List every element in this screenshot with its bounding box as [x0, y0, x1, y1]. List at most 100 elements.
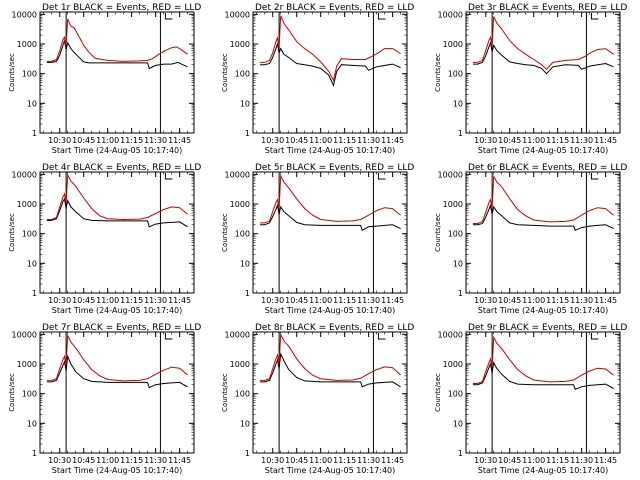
y-tick-label: 10	[453, 259, 463, 268]
state-indicator-icon	[164, 173, 173, 180]
panel-5: Det 5r BLACK = Events, RED = LLD 1 10 100 10…	[221, 163, 414, 315]
x-tick-label: 11:30	[570, 456, 593, 465]
x-tick-label: 11:45	[168, 456, 191, 465]
x-axis-label: Start Time (24-Aug-05 10:17:40)	[265, 146, 396, 155]
y-tick-label: 1000	[230, 40, 250, 49]
x-tick-label: 11:00	[522, 296, 545, 305]
y-tick-label: 1	[245, 129, 250, 138]
events-series-line	[46, 40, 188, 70]
x-tick-label: 10:30	[474, 456, 497, 465]
x-axis-label: Start Time (24-Aug-05 10:17:40)	[265, 306, 396, 315]
events-series-line	[259, 42, 401, 88]
x-tick-label: 10:45	[498, 136, 521, 145]
x-tick-label: 11:30	[570, 136, 593, 145]
x-tick-label: 10:30	[261, 296, 284, 305]
y-tick-label: 1000	[443, 360, 463, 369]
x-tick-label: 11:45	[381, 296, 404, 305]
y-axis-label: Counts/sec	[434, 213, 442, 252]
panel-title: Det 3r BLACK = Events, RED = LLD	[468, 3, 627, 13]
plot-frame	[252, 331, 408, 454]
panel-4: Det 4r BLACK = Events, RED = LLD 1 10 100 10…	[8, 163, 201, 315]
panel-title: Det 4r BLACK = Events, RED = LLD	[42, 163, 201, 173]
y-tick-label: 10000	[225, 170, 250, 179]
x-tick-label: 11:15	[120, 456, 143, 465]
y-tick-label: 10	[453, 99, 463, 108]
y-axis-label: Counts/sec	[221, 53, 229, 92]
x-tick-label: 11:00	[96, 296, 119, 305]
x-tick-label: 10:45	[285, 456, 308, 465]
y-axis-label: Counts/sec	[434, 53, 442, 92]
panel-title: Det 6r BLACK = Events, RED = LLD	[468, 163, 627, 173]
x-tick-label: 11:15	[546, 456, 569, 465]
y-tick-label: 100	[22, 230, 37, 239]
lld-series-line	[259, 173, 401, 224]
panel-title: Det 5r BLACK = Events, RED = LLD	[255, 163, 414, 173]
y-tick-label: 1	[245, 449, 250, 458]
x-tick-label: 11:30	[144, 296, 167, 305]
y-tick-label: 100	[448, 390, 463, 399]
panel-7: Det 7r BLACK = Events, RED = LLD 1 10 100 10…	[8, 323, 201, 475]
x-tick-label: 11:45	[594, 296, 617, 305]
state-indicator-icon	[164, 333, 173, 340]
x-tick-label: 11:45	[168, 136, 191, 145]
plot-frame	[465, 11, 621, 134]
lld-series-line	[472, 174, 614, 224]
y-tick-label: 10	[27, 259, 37, 268]
x-tick-label: 10:30	[48, 296, 71, 305]
lld-series-line	[259, 334, 401, 381]
y-tick-label: 1	[458, 289, 463, 298]
panel-3: Det 3r BLACK = Events, RED = LLD 1 10 100 10…	[434, 3, 627, 155]
y-axis-label: Counts/sec	[221, 373, 229, 412]
y-axis-label: Counts/sec	[8, 53, 16, 92]
y-tick-label: 10	[240, 419, 250, 428]
panel-title: Det 9r BLACK = Events, RED = LLD	[468, 323, 627, 333]
x-tick-label: 10:45	[72, 136, 95, 145]
state-indicator-icon	[377, 13, 386, 20]
lld-series-line	[46, 173, 188, 221]
x-tick-label: 11:15	[333, 136, 356, 145]
y-tick-label: 10	[240, 99, 250, 108]
y-tick-label: 10000	[12, 10, 37, 19]
x-tick-label: 11:00	[522, 136, 545, 145]
x-tick-label: 10:30	[48, 456, 71, 465]
panel-2: Det 2r BLACK = Events, RED = LLD 1 10 100 10…	[221, 3, 414, 155]
y-tick-label: 1000	[230, 200, 250, 209]
y-tick-label: 1000	[17, 40, 37, 49]
x-tick-label: 11:45	[594, 136, 617, 145]
events-series-line	[46, 354, 188, 389]
x-tick-label: 11:15	[333, 456, 356, 465]
y-tick-label: 1	[458, 449, 463, 458]
plot-frame	[252, 11, 408, 134]
events-series-line	[472, 361, 614, 390]
x-tick-label: 11:00	[309, 136, 332, 145]
y-tick-label: 100	[235, 230, 250, 239]
x-tick-label: 11:30	[357, 136, 380, 145]
y-tick-label: 100	[448, 230, 463, 239]
y-tick-label: 1	[32, 129, 37, 138]
x-tick-label: 11:00	[96, 136, 119, 145]
x-tick-label: 11:00	[96, 456, 119, 465]
x-tick-label: 11:15	[546, 136, 569, 145]
plot-frame	[252, 171, 408, 294]
events-series-line	[46, 197, 188, 228]
panel-title: Det 8r BLACK = Events, RED = LLD	[255, 323, 414, 333]
x-tick-label: 11:30	[570, 296, 593, 305]
x-axis-label: Start Time (24-Aug-05 10:17:40)	[478, 146, 609, 155]
x-tick-label: 11:45	[381, 136, 404, 145]
x-tick-label: 11:45	[381, 456, 404, 465]
x-tick-label: 11:00	[522, 456, 545, 465]
x-tick-label: 10:45	[285, 296, 308, 305]
x-tick-label: 10:30	[474, 136, 497, 145]
y-tick-label: 100	[22, 70, 37, 79]
y-tick-label: 10000	[12, 170, 37, 179]
state-indicator-icon	[590, 173, 599, 180]
y-tick-label: 10000	[225, 330, 250, 339]
y-tick-label: 10000	[438, 10, 463, 19]
y-tick-label: 1	[245, 289, 250, 298]
state-indicator-icon	[377, 333, 386, 340]
y-tick-label: 100	[22, 390, 37, 399]
x-axis-label: Start Time (24-Aug-05 10:17:40)	[478, 306, 609, 315]
y-axis-label: Counts/sec	[434, 373, 442, 412]
x-tick-label: 11:45	[594, 456, 617, 465]
